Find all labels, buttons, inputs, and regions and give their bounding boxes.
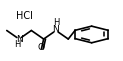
Text: O: O bbox=[38, 43, 45, 52]
Text: HCl: HCl bbox=[15, 11, 32, 21]
Text: N: N bbox=[16, 35, 22, 44]
Text: H: H bbox=[53, 18, 59, 27]
Text: H: H bbox=[14, 40, 20, 49]
Text: N: N bbox=[53, 25, 59, 34]
